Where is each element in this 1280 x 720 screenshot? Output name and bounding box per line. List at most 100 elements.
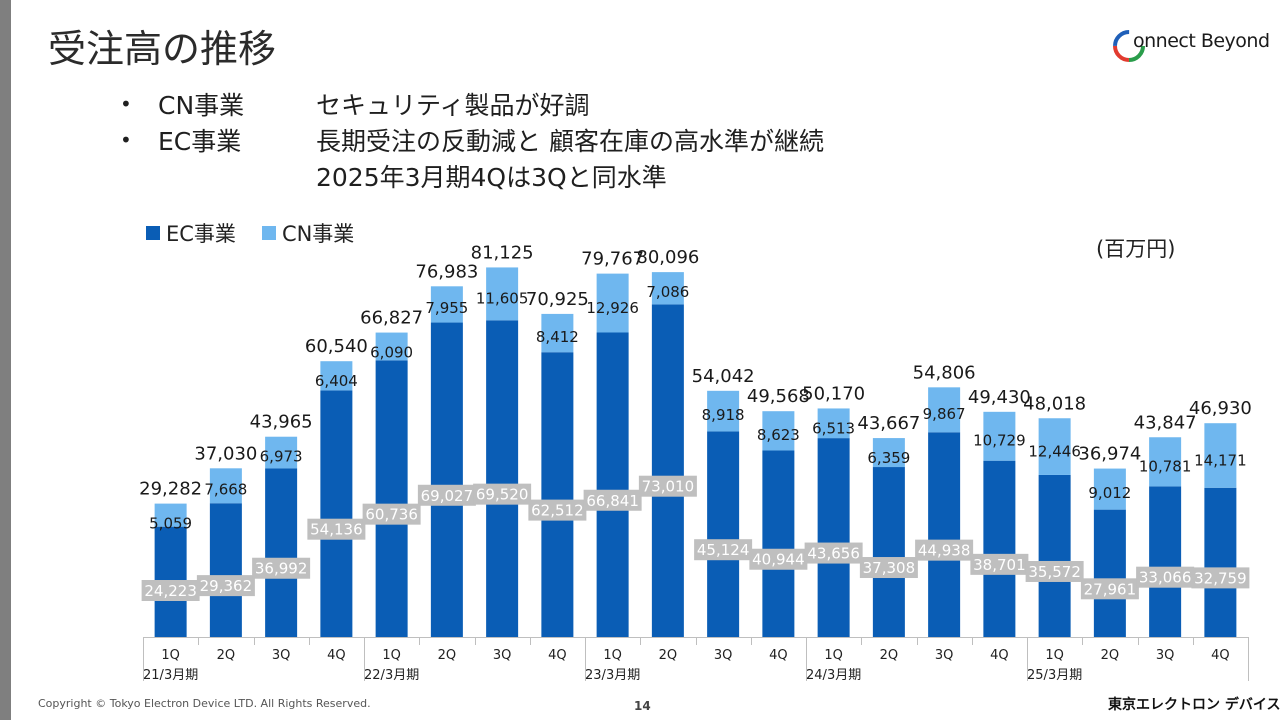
data-label-total: 36,974 [1078,444,1141,465]
x-tick-label: 2Q [880,648,899,663]
data-label-cn: 8,412 [536,328,579,346]
data-label-total: 43,965 [250,412,313,433]
data-label-cn: 9,867 [923,405,966,423]
data-label-total: 79,767 [581,249,644,270]
bar-ec [1038,474,1071,637]
data-label-box-ec [1025,560,1084,582]
x-tick-label: 1Q [1045,648,1064,663]
data-label-total: 43,667 [857,413,920,434]
bar-ec [1149,486,1182,637]
chart-legend: EC事業 CN事業 [146,218,380,248]
bar-cn [430,286,463,323]
data-label-box-ec [694,539,753,561]
data-label-total: 80,096 [636,247,699,268]
data-label-total: 43,847 [1134,412,1197,433]
x-tick-label: 3Q [1156,648,1175,663]
data-label-box-ec [1191,567,1250,589]
x-group-label: 21/3月期 [143,668,198,683]
data-label-total: 29,282 [139,479,202,500]
data-label-cn: 7,668 [204,481,247,499]
data-label-total: 54,042 [692,366,755,387]
x-tick-label: 2Q [217,648,236,663]
data-label-cn: 9,012 [1088,484,1131,502]
x-tick-label: 3Q [935,648,954,663]
bullet-row-ec-continued: 2025年3月期4Qは3Qと同水準 [120,158,824,194]
data-label-box-ec [196,575,255,597]
legend-swatch-ec [146,226,160,240]
data-label-ec: 37,308 [863,559,916,577]
data-label-total: 81,125 [471,242,534,263]
bar-cn [154,503,187,527]
x-tick-label: 3Q [272,648,291,663]
bar-ec [486,320,519,637]
x-tick-label: 1Q [161,648,180,663]
bullet-row-cn: • CN事業 セキュリティ製品が好調 [120,86,824,122]
bar-ec [1204,487,1237,637]
x-tick-label: 4Q [769,648,788,663]
data-label-box-ec [417,484,476,506]
bullet-row-ec: • EC事業 長期受注の反動減と 顧客在庫の高水準が継続 [120,122,824,158]
data-label-ec: 36,992 [255,560,308,578]
data-label-ec: 54,136 [310,521,363,539]
data-label-ec: 24,223 [144,582,197,600]
data-label-box-ec [749,548,808,570]
x-tick-label: 2Q [659,648,678,663]
bar-ec [983,460,1016,637]
legend-label-ec: EC事業 [166,222,236,246]
x-tick-label: 2Q [1101,648,1120,663]
bullet-text: セキュリティ製品が好調 [316,91,590,120]
bar-ec [1093,509,1126,637]
data-label-box-ec [970,553,1029,575]
bar-cn [320,361,353,391]
x-tick-label: 4Q [327,648,346,663]
bar-cn [872,438,905,468]
data-label-ec: 29,362 [200,577,253,595]
data-label-cn: 7,955 [425,299,468,317]
data-label-box-ec [859,557,918,579]
x-tick-label: 1Q [382,648,401,663]
data-label-ec: 69,520 [476,486,529,504]
data-label-total: 48,018 [1023,393,1086,414]
legend-item-ec: EC事業 [146,218,236,248]
data-label-total: 76,983 [415,261,478,282]
bullet-segment: EC事業 [158,127,242,156]
legend-label-cn: CN事業 [281,222,355,246]
bar-ec [209,503,242,637]
bar-ec [375,360,408,637]
data-label-cn: 6,513 [812,419,855,437]
data-label-cn: 6,359 [867,449,910,467]
bar-cn [486,267,519,321]
data-label-box-ec [252,557,311,579]
page-title: 受注高の推移 [48,27,277,71]
bar-cn [1149,437,1182,487]
data-label-ec: 45,124 [697,541,750,559]
bar-ec [707,431,740,637]
bar-cn [1204,423,1237,488]
bar-ec [928,432,961,637]
data-label-box-ec [141,580,200,601]
data-label-total: 66,827 [360,308,423,329]
x-group-label: 25/3月期 [1027,668,1082,683]
x-group-label: 23/3月期 [585,668,640,683]
data-label-cn: 14,171 [1194,452,1247,470]
x-tick-label: 2Q [438,648,457,663]
bar-ec [265,468,298,637]
x-tick-label: 1Q [603,648,622,663]
bar-cn [541,313,574,353]
bar-cn [596,273,629,333]
data-label-ec: 27,961 [1084,580,1137,598]
data-label-cn: 11,605 [476,290,529,308]
x-tick-label: 4Q [548,648,567,663]
footer-brand: 東京エレクトロン デバイス [1108,697,1280,713]
data-label-ec: 35,572 [1028,563,1081,581]
data-label-ec: 33,066 [1139,569,1192,587]
data-label-cn: 10,781 [1139,457,1192,475]
data-label-cn: 6,973 [260,448,303,466]
x-tick-label: 3Q [493,648,512,663]
data-label-ec: 62,512 [531,502,584,520]
data-label-cn: 12,446 [1028,442,1081,460]
data-label-box-ec [473,483,532,505]
bar-cn [1093,468,1126,510]
data-label-total: 60,540 [305,336,368,357]
